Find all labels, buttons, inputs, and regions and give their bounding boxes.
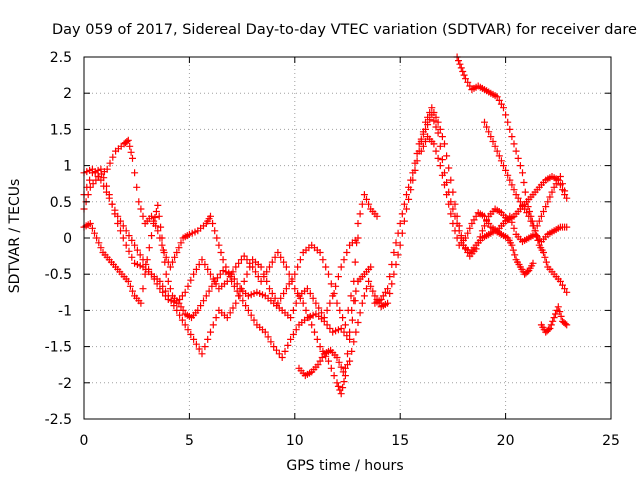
y-tick-label: 0.5 — [50, 195, 72, 211]
x-axis-label: GPS time / hours — [286, 458, 403, 474]
series-trace-9 — [481, 118, 571, 235]
y-tick-label: 1.5 — [50, 122, 72, 138]
x-tick-label: 5 — [185, 433, 194, 449]
y-tick-label: -2.5 — [45, 412, 72, 428]
y-tick-label: -1.5 — [45, 340, 72, 356]
y-tick-label: 2.5 — [50, 50, 72, 66]
x-tick-label: 15 — [391, 433, 409, 449]
y-tick-label: -0.5 — [45, 267, 72, 283]
plus-marker — [417, 133, 571, 249]
y-tick-label: 0 — [63, 231, 72, 247]
plus-marker — [537, 303, 571, 336]
series-trace-10 — [537, 303, 571, 336]
y-tick-label: 2 — [63, 86, 72, 102]
y-tick-label: -2 — [58, 376, 72, 392]
x-tick-label: 25 — [602, 433, 620, 449]
data-markers — [80, 53, 571, 398]
plus-marker — [481, 118, 571, 235]
x-tick-label: 20 — [497, 433, 515, 449]
y-tick-label: 1 — [63, 159, 72, 175]
x-tick-label: 10 — [286, 433, 304, 449]
axis-ticks: -2.5 -2 -1.5 -1 -0.5 0 0.5 1 1.5 2 2.5 0 5 10 15 20 25 — [45, 50, 620, 449]
chart-title: Day 059 of 2017, Sidereal Day-to-day VTE… — [52, 22, 637, 38]
series-trace-7 — [417, 133, 571, 249]
y-axis-label: SDTVAR / TECUs — [7, 179, 23, 294]
y-tick-label: -1 — [58, 303, 72, 319]
x-tick-label: 0 — [80, 433, 89, 449]
